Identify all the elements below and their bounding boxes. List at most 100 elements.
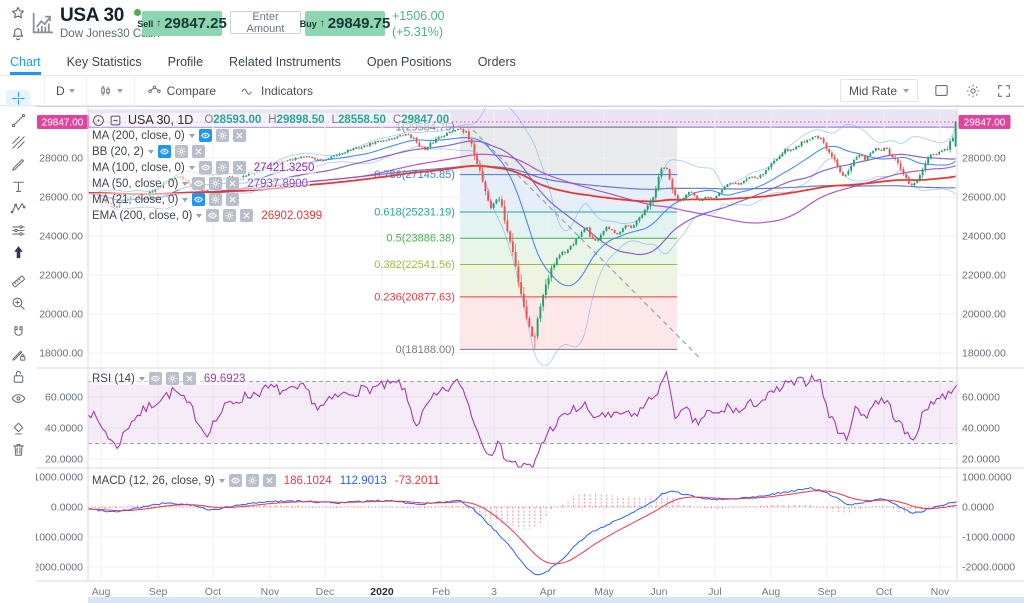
instrument-subtitle: Dow Jones30 Cash [60,28,160,40]
remove-indicator-icon[interactable] [240,209,254,222]
magnet-icon[interactable] [6,324,30,341]
tab-key-statistics[interactable]: Key Statistics [66,54,142,69]
xabcd-pattern-icon[interactable] [6,200,30,217]
indicator-legend-row: MA (100, close, 0) 27421.3250 [90,161,317,174]
chart-style-select[interactable] [87,76,135,105]
rsi-pane: 60.0000 60.0000 40.0000 40.0000 20.0000 20.00… [45,370,1000,469]
indicator-settings-gear-icon[interactable] [209,177,223,190]
chevron-down-icon[interactable] [138,376,145,381]
visibility-eye-icon[interactable] [228,474,242,487]
chevron-down-icon[interactable] [218,478,225,483]
eye-icon[interactable] [6,390,30,407]
time-scrollbar[interactable] [88,597,1024,603]
drawing-mode-icon[interactable] [6,346,30,363]
daily-change: +1506.00 (+5.31%) [392,8,444,41]
instrument-name: USA 30 [60,5,125,26]
svg-text:28000.00: 28000.00 [39,153,83,165]
enter-amount-button[interactable]: Enter Amount [230,11,301,35]
ruler-icon[interactable] [6,273,30,290]
visibility-eye-icon[interactable] [206,209,220,222]
time-axis-label: Feb [432,586,450,598]
indicator-settings-gear-icon[interactable] [165,372,179,385]
indicator-settings-gear-icon[interactable] [209,193,223,206]
svg-text:0.236(20877.63): 0.236(20877.63) [374,291,455,303]
indicator-value: 69.6923 [203,372,246,385]
zoom-in-icon[interactable] [6,295,30,312]
fullscreen-button[interactable] [996,83,1012,99]
visibility-eye-icon[interactable] [157,145,171,158]
chart-settings-button[interactable] [965,83,981,99]
tab-related-instruments[interactable]: Related Instruments [229,54,341,69]
svg-text:18000.00: 18000.00 [39,348,83,360]
sell-button[interactable]: Sell ↑ 29847.25 [137,11,227,36]
alert-bell-icon[interactable] [10,26,26,42]
main-series-legend: USA 30, 1D O28593.00 H29898.50 L28558.50 C29… [90,113,452,127]
indicator-settings-gear-icon[interactable] [223,209,237,222]
remove-indicator-icon[interactable] [232,129,246,142]
tab-orders[interactable]: Orders [477,54,516,69]
indicator-name: RSI (14) [92,372,135,385]
chevron-down-icon[interactable] [188,165,195,170]
crosshair-icon[interactable] [6,90,30,107]
indicators-button[interactable]: Indicators [228,76,325,105]
remove-indicator-icon[interactable] [262,474,276,487]
chevron-down-icon[interactable] [188,133,195,138]
visibility-eye-icon[interactable] [198,129,212,142]
remove-objects-icon[interactable] [6,419,30,436]
chart-area[interactable]: 1(29584.75) 0.786(27145.85) 0.618(25231.19… [36,106,1024,603]
snapshot-button[interactable] [933,82,950,99]
indicator-name: MA (21, close, 0) [92,193,179,206]
visibility-eye-icon[interactable] [198,161,212,174]
svg-text:-1000.0000: -1000.0000 [36,532,83,544]
chevron-down-icon[interactable] [182,181,189,186]
indicator-settings-gear-icon[interactable] [245,474,259,487]
svg-text:18000.00: 18000.00 [962,348,1006,360]
compare-button[interactable]: Compare [135,76,228,105]
visibility-eye-icon[interactable] [192,177,206,190]
chevron-down-icon[interactable] [147,149,154,154]
tab-profile[interactable]: Profile [167,54,204,69]
remove-indicator-icon[interactable] [226,193,240,206]
time-axis-label: Sep [149,586,168,598]
visibility-eye-icon[interactable] [192,193,206,206]
remove-indicator-icon[interactable] [226,177,240,190]
watchlist-star-icon[interactable] [10,5,26,21]
remove-indicator-icon[interactable] [191,145,205,158]
fib-retracement-icon[interactable] [6,134,30,151]
time-axis-label: Nov [261,586,280,598]
lock-icon[interactable] [6,368,30,385]
trash-icon[interactable] [6,441,30,458]
chevron-down-icon[interactable] [182,197,189,202]
visibility-eye-icon[interactable] [148,372,162,385]
ohlc-value: 28558.50 [337,114,386,126]
timeframe-select[interactable]: D [44,76,87,105]
indicator-settings-gear-icon[interactable] [174,145,188,158]
brush-icon[interactable] [6,156,30,173]
remove-indicator-icon[interactable] [232,161,246,174]
indicator-settings-gear-icon[interactable] [215,129,229,142]
indicator-settings-gear-icon[interactable] [215,161,229,174]
forecast-icon[interactable] [6,222,30,239]
remove-indicator-icon[interactable] [182,372,196,385]
chevron-down-icon[interactable] [196,213,203,218]
indicator-value: -73.2011 [394,474,440,487]
series-info-icon[interactable] [92,114,105,127]
collapse-legend-icon[interactable] [109,114,122,127]
rate-type-select[interactable]: Mid Rate [839,79,918,102]
svg-text:20.0000: 20.0000 [962,454,1000,466]
text-icon[interactable] [6,178,30,195]
trend-line-icon[interactable] [6,112,30,129]
svg-text:0.0000: 0.0000 [962,502,994,514]
mid-rate-label: Mid Rate [848,83,897,98]
buy-button[interactable]: Buy ↑ 29849.75 [300,11,390,36]
arrow-mark-icon[interactable] [6,244,30,261]
svg-text:26000.00: 26000.00 [962,192,1006,204]
svg-text:24000.00: 24000.00 [962,231,1006,243]
tab-open-positions[interactable]: Open Positions [366,54,452,69]
ohlc-values: O28593.00 H29898.50 L28558.50 C29847.00 [197,114,449,126]
drawing-tools-rail [0,90,36,603]
market-open-dot [134,9,141,16]
tab-chart[interactable]: Chart [10,48,41,75]
chart-legends: USA 30, 1D O28593.00 H29898.50 L28558.50 C29… [36,106,1024,603]
svg-text:24000.00: 24000.00 [39,231,83,243]
